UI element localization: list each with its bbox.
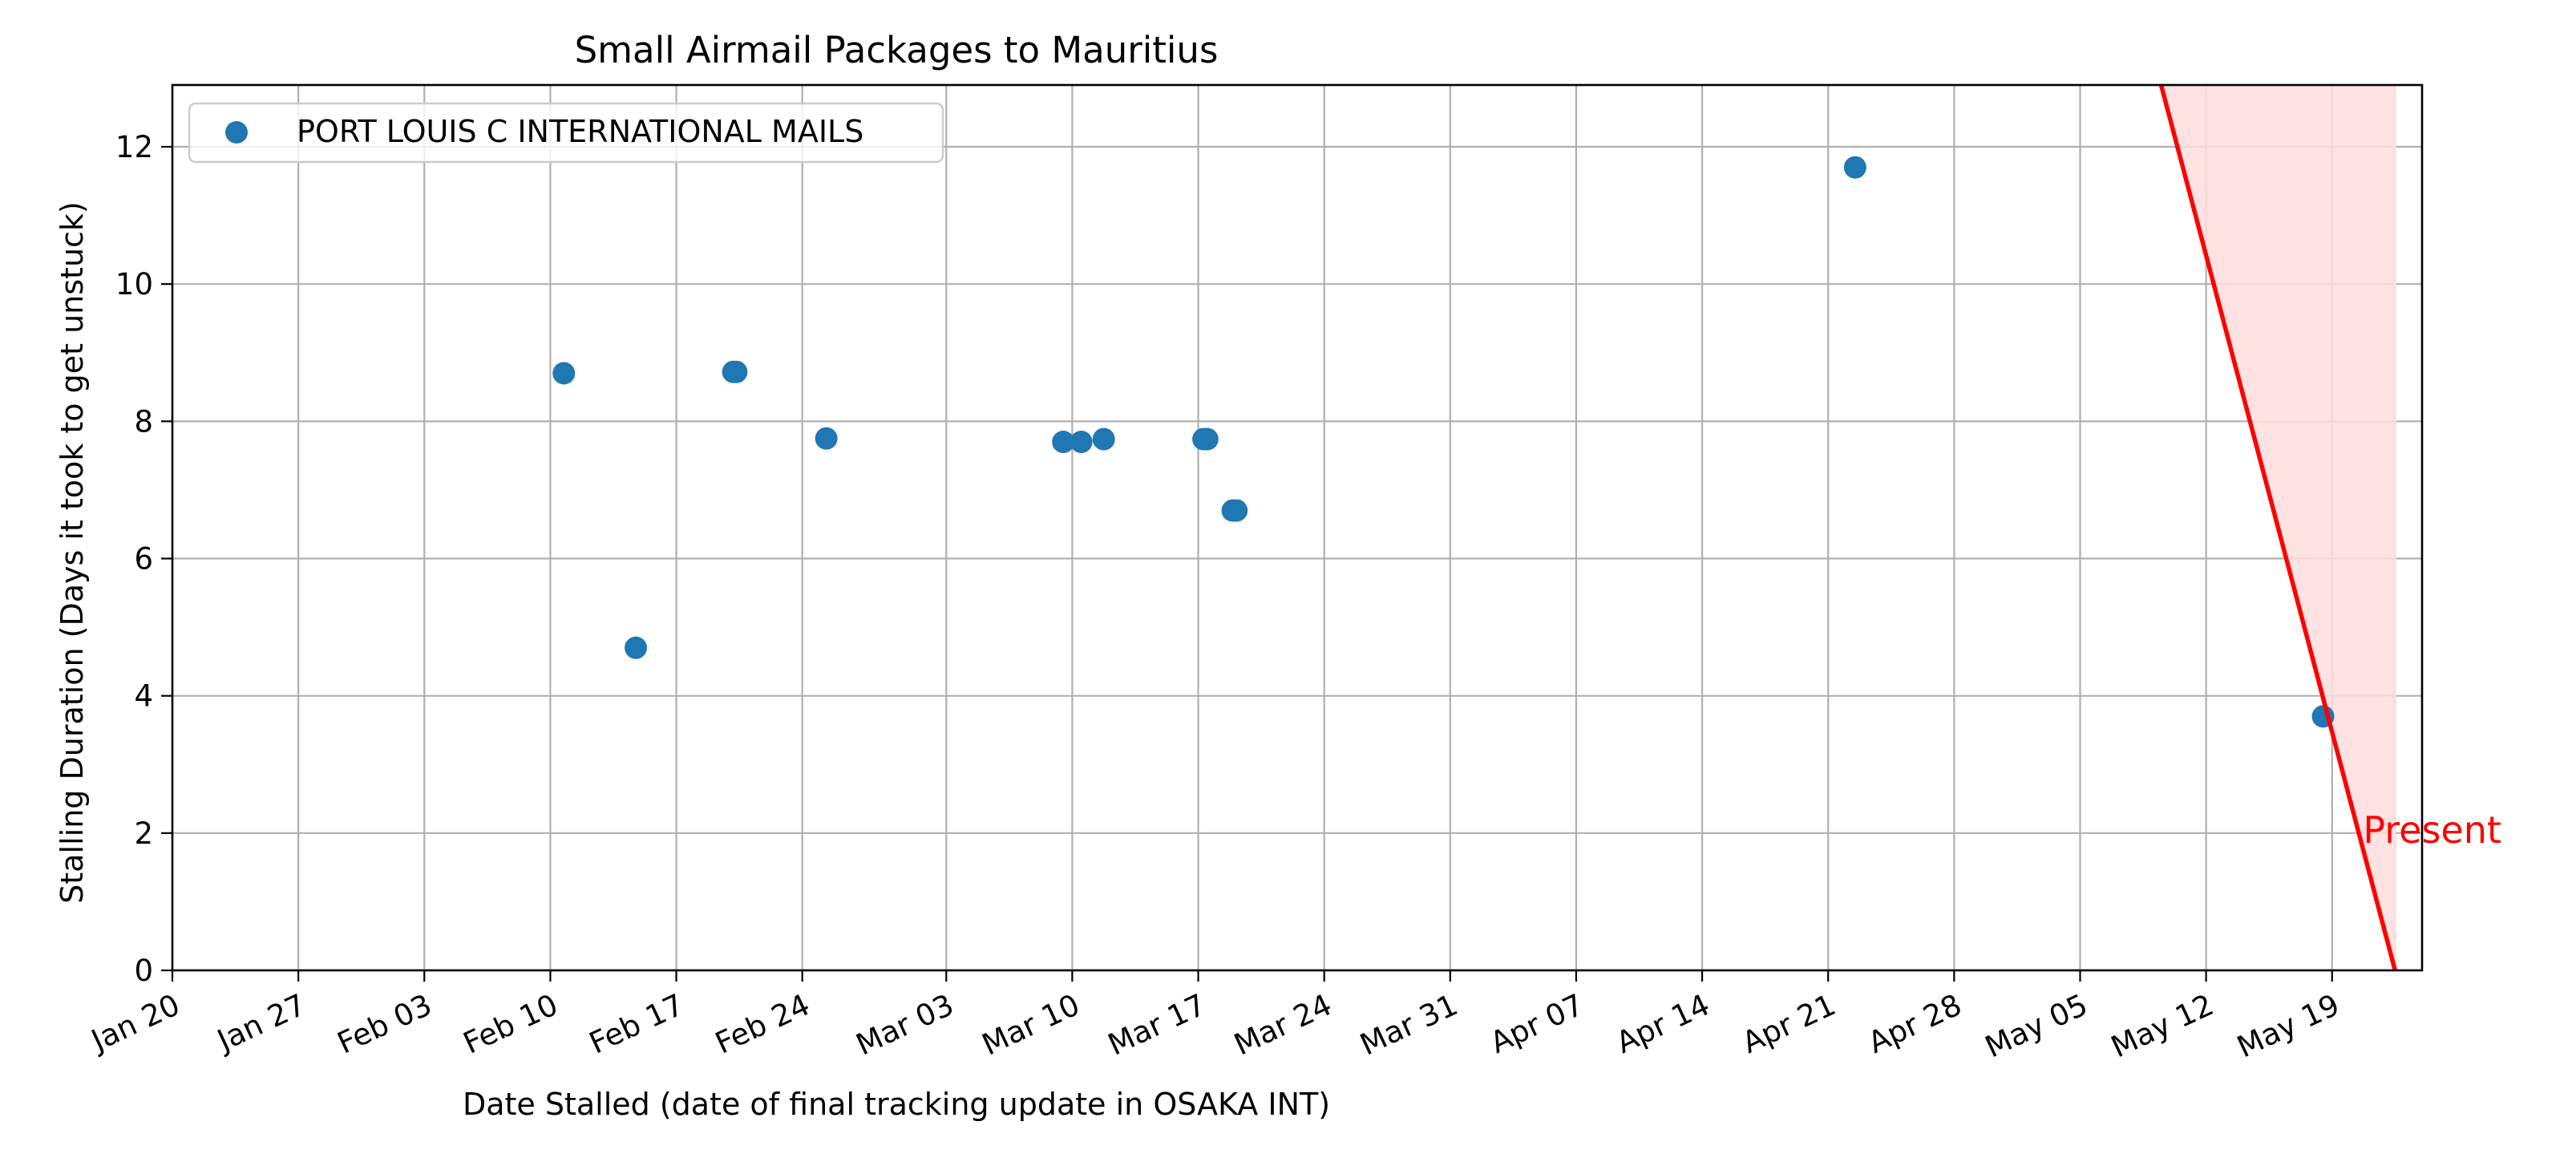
y-tick-label: 0	[134, 954, 153, 988]
y-tick-label: 12	[115, 130, 153, 164]
present-line	[2158, 84, 2397, 971]
y-tick-label: 8	[134, 404, 153, 439]
y-tick-label: 2	[134, 816, 153, 851]
y-axis-label: Stalling Duration (Days it took to get u…	[55, 201, 90, 904]
data-point	[1225, 499, 1248, 522]
legend: PORT LOUIS C INTERNATIONAL MAILS	[188, 102, 944, 164]
data-point	[1052, 431, 1075, 454]
data-point	[1843, 156, 1866, 179]
data-point	[725, 360, 748, 383]
data-point	[1092, 427, 1115, 451]
data-point	[1195, 427, 1219, 451]
legend-marker	[225, 121, 248, 144]
legend-frame	[188, 102, 944, 164]
data-point	[552, 362, 576, 385]
data-point	[625, 636, 648, 659]
chart-title: Small Airmail Packages to Mauritius	[575, 29, 1219, 71]
y-tick-label: 4	[134, 679, 153, 714]
x-axis-label: Date Stalled (date of final tracking upd…	[463, 1087, 1330, 1122]
legend-label: PORT LOUIS C INTERNATIONAL MAILS	[297, 114, 863, 149]
data-points	[552, 156, 2335, 728]
plot-frame	[171, 83, 2424, 972]
present-label: Present	[2363, 808, 2501, 852]
y-tick-label: 10	[115, 267, 153, 302]
data-point	[1070, 431, 1093, 454]
y-tick-label: 6	[134, 542, 153, 577]
present-marker: Present	[2158, 84, 2501, 971]
data-point	[815, 427, 838, 450]
